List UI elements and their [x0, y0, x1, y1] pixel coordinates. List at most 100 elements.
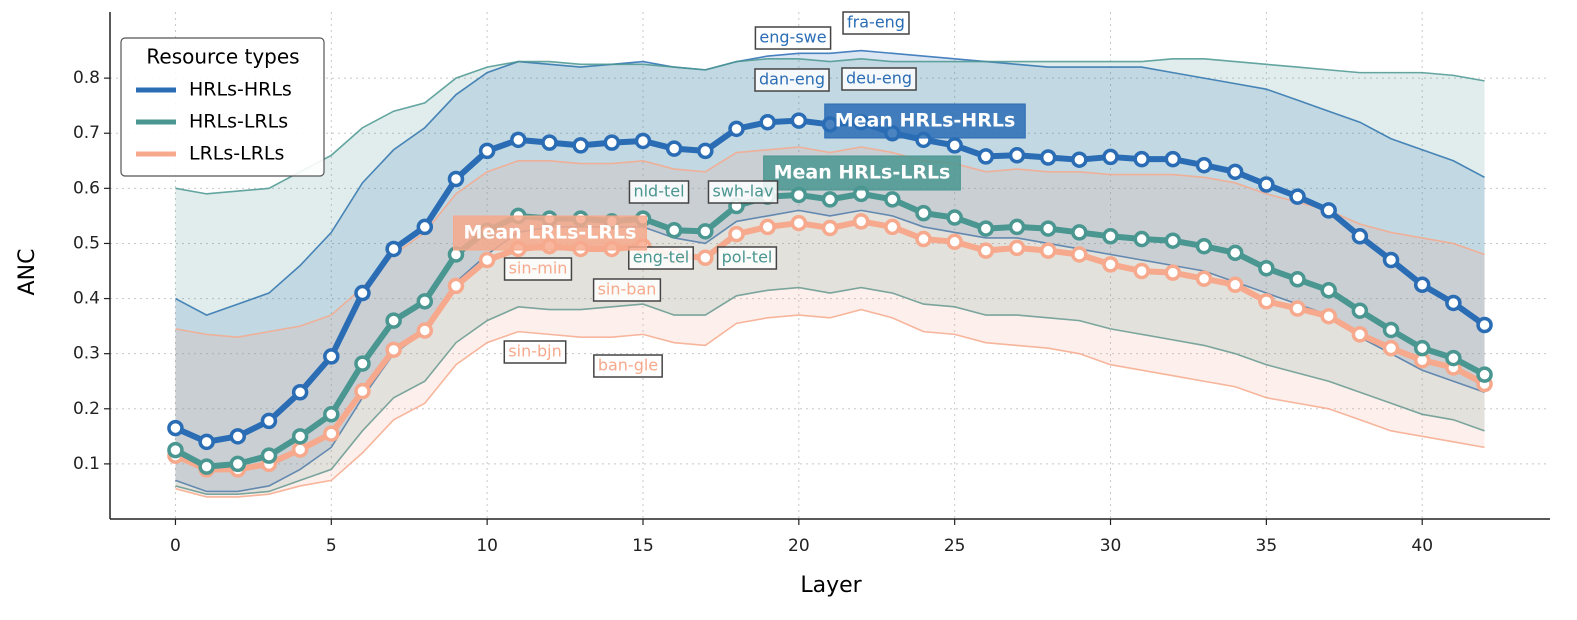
annotation: sin-ban	[592, 278, 662, 302]
mean-marker	[665, 221, 683, 239]
annotation: deu-eng	[841, 67, 917, 91]
annotation-box	[824, 103, 1026, 139]
mean-marker	[1039, 220, 1057, 237]
annotation: eng-tel	[628, 246, 694, 270]
mean-marker	[323, 348, 340, 365]
y-tick-label: 0.8	[73, 68, 100, 88]
mean-marker	[1164, 264, 1182, 281]
mean-marker	[1195, 156, 1213, 174]
mean-marker	[1008, 218, 1026, 236]
annotation-text: sin-ban	[598, 280, 657, 299]
annotation-text: pol-tel	[722, 248, 773, 267]
mean-marker	[915, 230, 932, 248]
mean-marker	[1195, 270, 1213, 287]
mean-marker	[946, 233, 963, 251]
annotation-box	[842, 11, 910, 35]
annotation: Mean LRLs-LRLs	[453, 215, 647, 251]
mean-marker	[603, 134, 621, 151]
mean-marker	[1133, 262, 1150, 280]
x-tick-label: 20	[788, 536, 810, 556]
mean-marker	[1258, 260, 1275, 277]
annotation-box	[754, 68, 830, 92]
mean-marker	[634, 132, 652, 150]
mean-marker	[1320, 282, 1337, 299]
annotation: ban-gle	[593, 354, 663, 378]
band-lower	[175, 308, 1485, 498]
annotation: nld-tel	[628, 180, 690, 204]
annotation: swh-lav	[707, 180, 779, 204]
x-tick-label: 35	[1256, 536, 1278, 556]
mean-marker	[728, 120, 745, 138]
legend-box	[120, 37, 325, 177]
mean-marker	[260, 412, 278, 430]
legend: Resource types HRLs-HRLs HRLs-LRLs LRLs-LRL…	[120, 37, 325, 177]
mean-marker	[1476, 316, 1493, 334]
annotation: sin-min	[503, 257, 573, 281]
mean-marker	[260, 447, 278, 464]
x-tick-label: 5	[326, 536, 337, 556]
mean-marker	[665, 140, 683, 157]
annotation-box	[453, 215, 647, 251]
mean-marker	[1133, 150, 1150, 168]
mean-marker	[697, 249, 714, 267]
mean-marker	[1226, 244, 1244, 262]
mean-marker	[541, 134, 558, 151]
mean-marker	[1382, 339, 1400, 357]
mean-marker	[229, 428, 247, 445]
annotation-text: fra-eng	[847, 13, 905, 32]
mean-marker	[198, 433, 215, 451]
mean-marker	[1289, 188, 1306, 205]
mean-marker	[1289, 271, 1306, 288]
annotation: fra-eng	[842, 11, 910, 35]
mean-marker	[1102, 256, 1119, 273]
mean-marker	[416, 322, 434, 339]
mean-marker	[416, 293, 434, 310]
mean-marker	[821, 219, 839, 237]
annotation-box	[628, 180, 690, 204]
mean-marker	[385, 341, 402, 359]
mean-marker	[884, 191, 901, 208]
mean-marker	[510, 131, 527, 149]
mean-marker	[323, 406, 340, 423]
mean-marker	[416, 218, 434, 236]
band	[175, 58, 1485, 495]
mean-marker	[385, 240, 402, 258]
y-tick-label: 0.5	[73, 233, 100, 253]
annotation: eng-swe	[754, 26, 832, 50]
annotation-text: swh-lav	[712, 182, 773, 201]
mean-marker	[1351, 228, 1369, 245]
x-tick-label: 25	[944, 536, 966, 556]
mean-marker	[167, 441, 184, 459]
y-tick-label: 0.4	[73, 289, 100, 309]
x-axis-label: Layer	[800, 573, 862, 598]
mean-marker	[1164, 232, 1182, 249]
legend-label: HRLs-LRLs	[189, 111, 288, 133]
x-tick-label: 40	[1411, 536, 1433, 556]
mean-marker	[1071, 224, 1088, 241]
annotation-text: nld-tel	[633, 182, 684, 201]
mean-marker	[884, 218, 901, 236]
y-tick-label: 0.3	[73, 344, 100, 364]
mean-marker	[1351, 302, 1369, 319]
mean-marker	[229, 455, 247, 473]
mean-marker	[478, 251, 496, 269]
mean-marker	[1320, 202, 1337, 219]
x-tick-label: 15	[632, 536, 654, 556]
mean-marker	[385, 312, 402, 329]
mean-marker	[728, 225, 745, 243]
annotation-box	[716, 246, 778, 270]
mean-marker	[821, 191, 839, 208]
mean-marker	[291, 428, 309, 445]
mean-marker	[1476, 366, 1493, 383]
mean-marker	[1071, 246, 1088, 263]
mean-marker	[1226, 163, 1244, 181]
mean-marker	[447, 277, 465, 295]
mean-marker	[1071, 151, 1088, 168]
mean-marker	[790, 214, 808, 232]
mean-marker	[1133, 230, 1150, 248]
annotation-box	[592, 278, 662, 302]
mean-marker	[354, 382, 371, 400]
band-upper	[175, 58, 1485, 195]
annotation-box	[841, 67, 917, 91]
